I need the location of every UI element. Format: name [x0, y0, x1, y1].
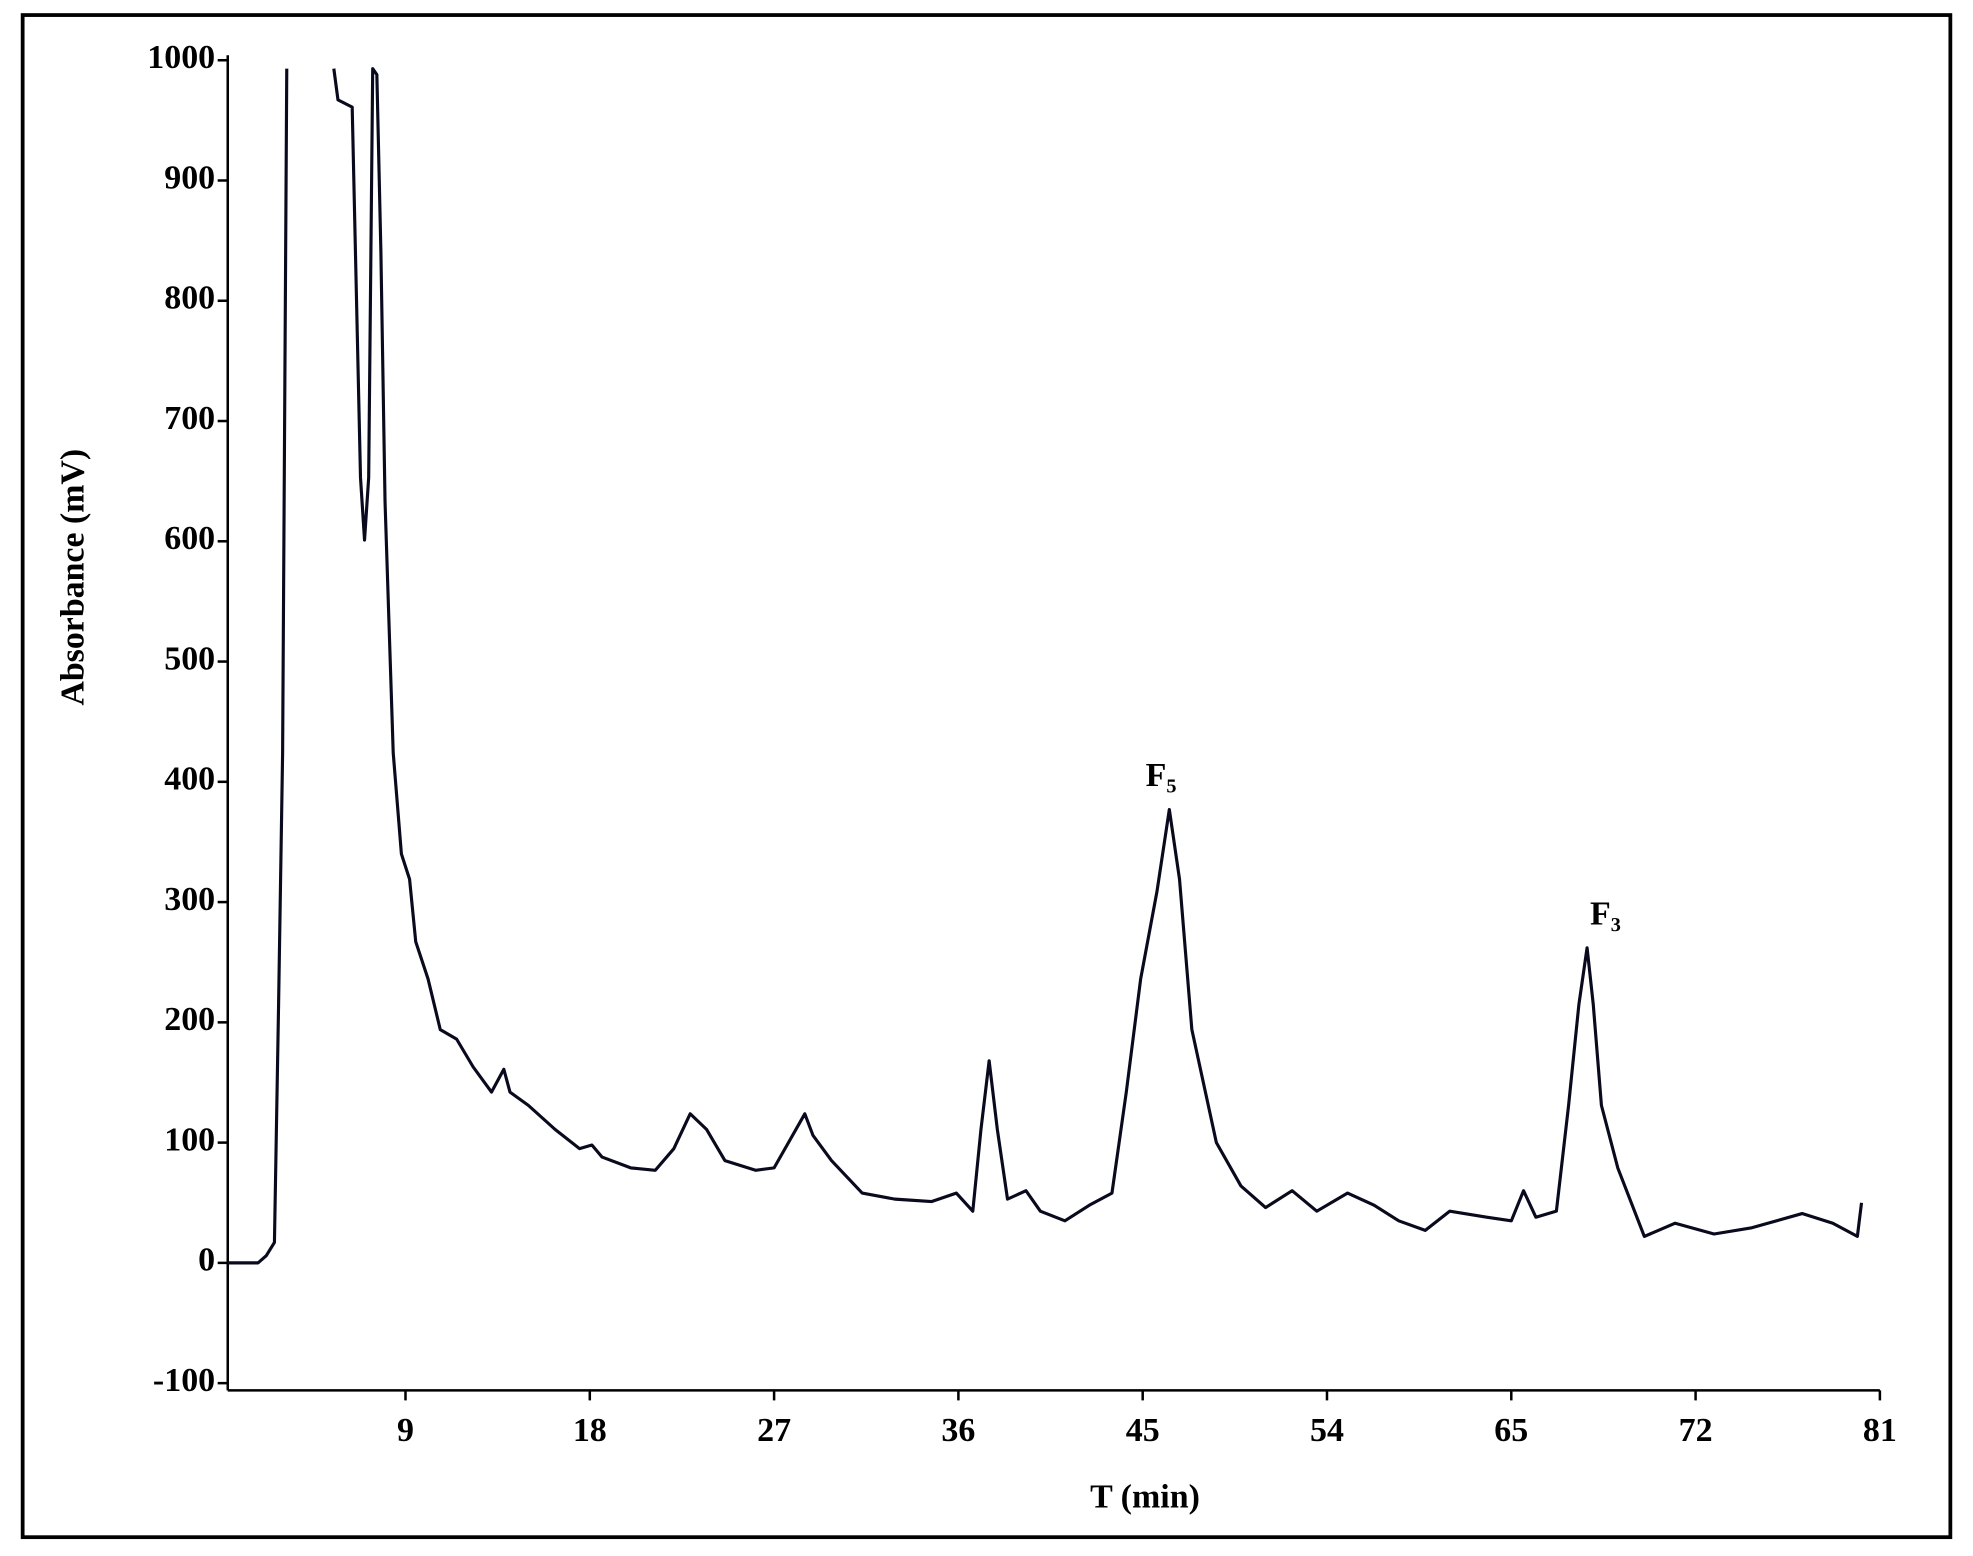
x-axis-label: T (min) [1090, 1478, 1200, 1515]
trace [227, 67, 1864, 1265]
y-tick-label: 900 [164, 159, 215, 196]
y-tick-label: 500 [164, 640, 215, 677]
y-tick-label: 400 [164, 761, 215, 798]
x-tick-label: 9 [397, 1412, 414, 1449]
y-tick-label: 0 [198, 1242, 215, 1279]
frame [20, 13, 1953, 1540]
y-axis-label: Absorbance (mV) [54, 449, 91, 706]
y-tick-label: -100 [153, 1362, 215, 1399]
x-tick-label: 27 [757, 1412, 791, 1449]
y-tick-label: 200 [164, 1001, 215, 1038]
annotation: F₅ [1146, 757, 1177, 794]
annotation: F₃ [1590, 895, 1621, 932]
x-tick-label: 45 [1126, 1412, 1160, 1449]
y-tick-label: 600 [164, 520, 215, 557]
x-tick-label: 81 [1863, 1412, 1897, 1449]
y-tick-label: 1000 [147, 39, 215, 76]
y-tick-label: 700 [164, 400, 215, 437]
y-tick-label: 300 [164, 881, 215, 918]
y-tick-label: 100 [164, 1121, 215, 1158]
x-tick-label: 54 [1310, 1412, 1344, 1449]
x-tick-label: 65 [1494, 1412, 1528, 1449]
x-tick-label: 72 [1679, 1412, 1713, 1449]
x-tick-label: 18 [573, 1412, 607, 1449]
x-tick-label: 36 [941, 1412, 975, 1449]
y-tick-label: 800 [164, 280, 215, 317]
